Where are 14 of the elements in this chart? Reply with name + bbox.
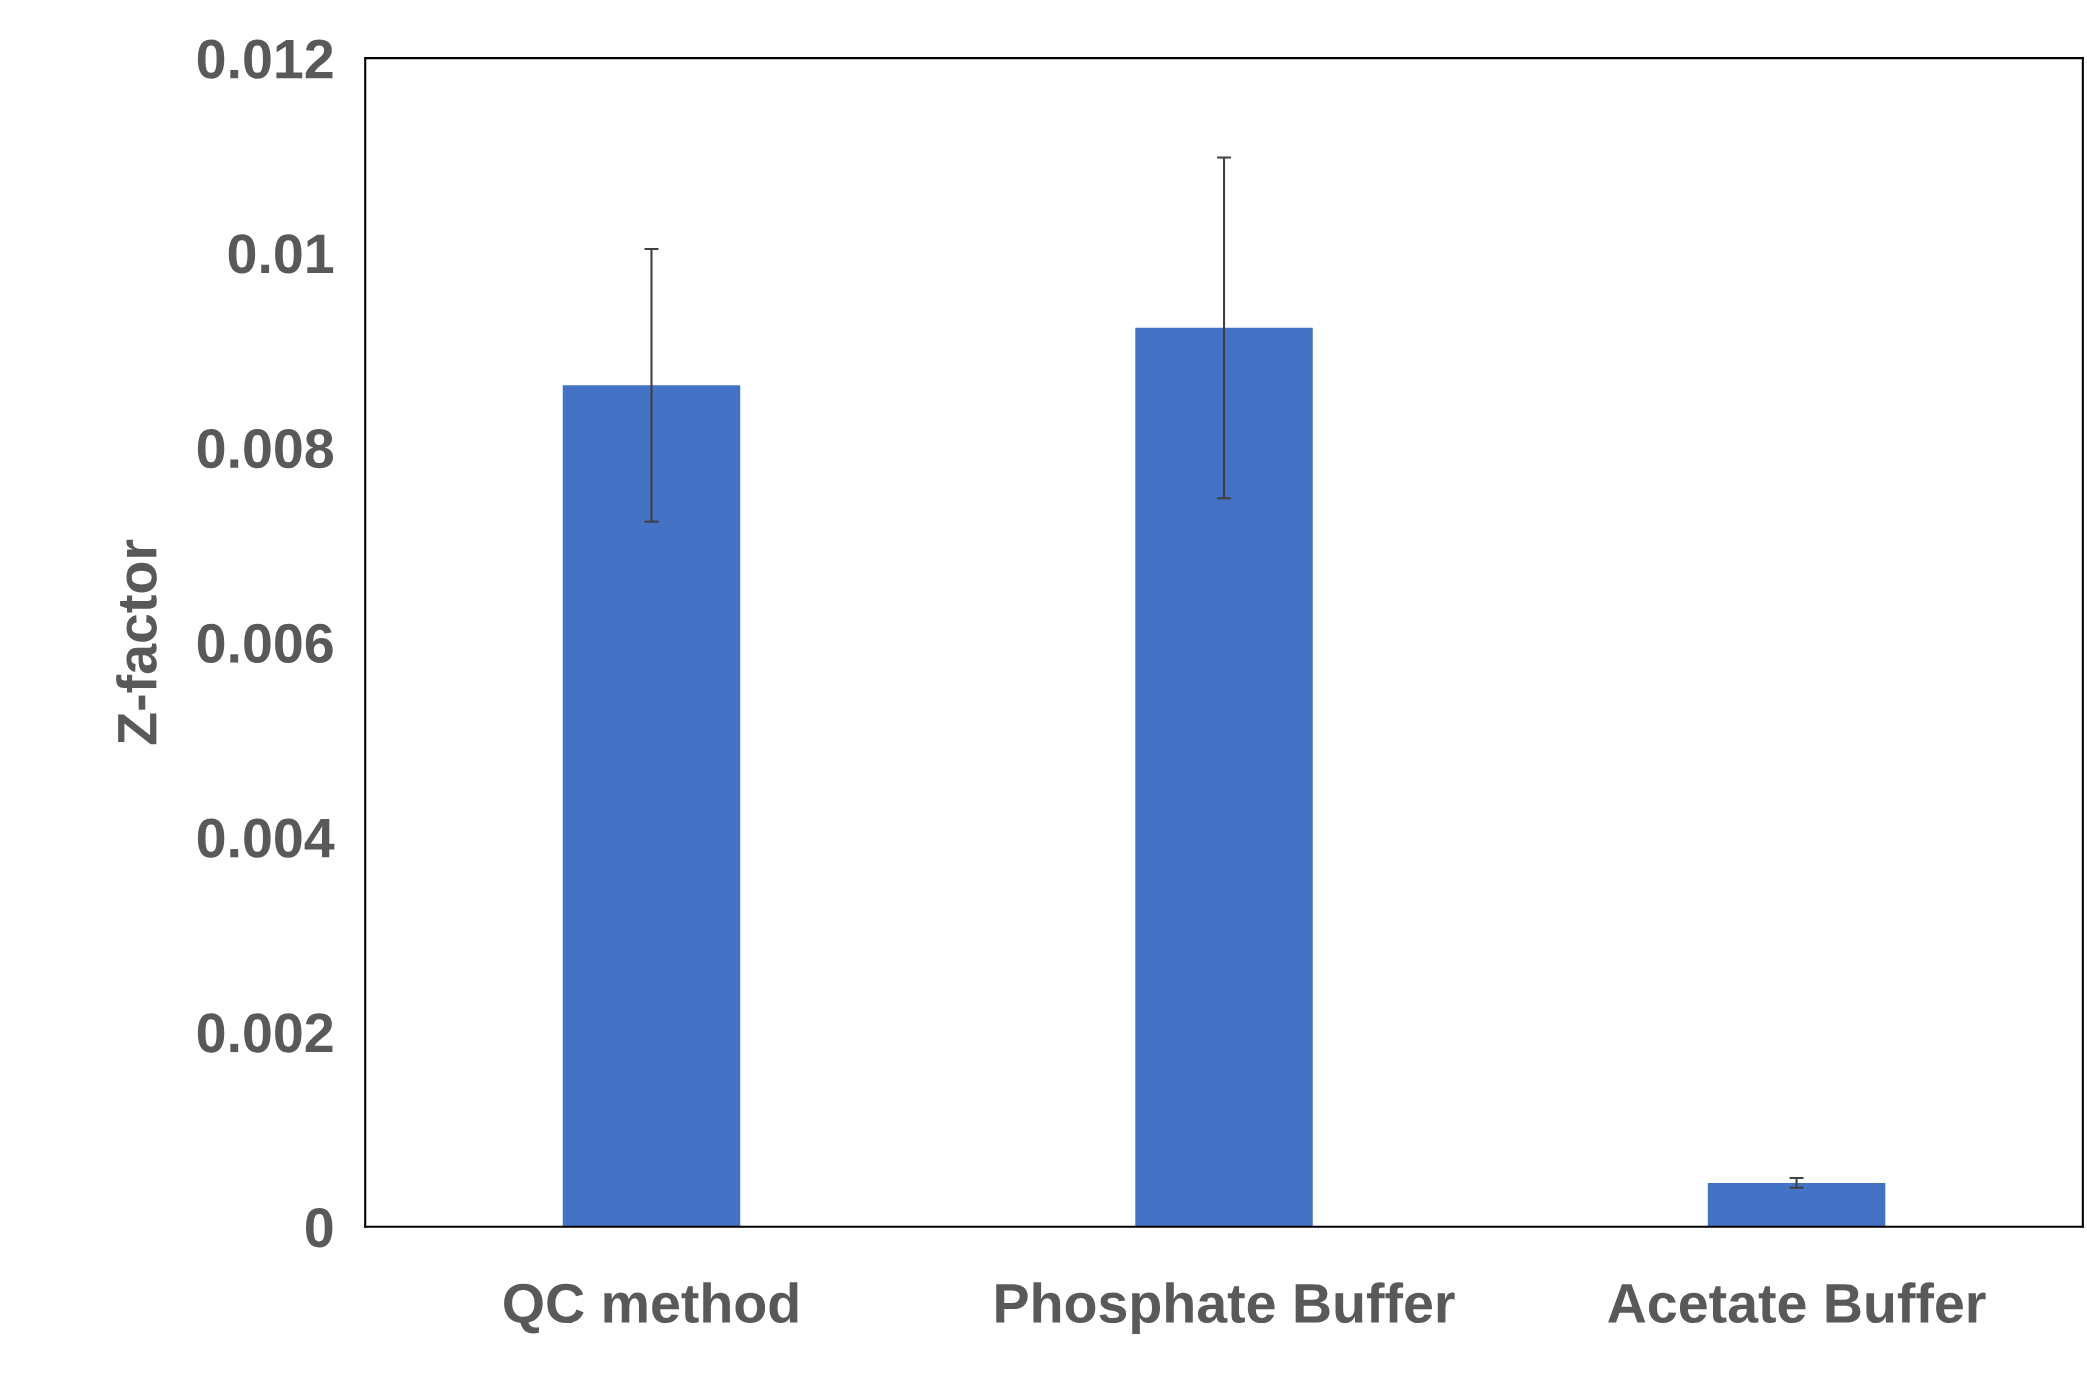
bar <box>1707 1182 1886 1227</box>
x-tick-label: Phosphate Buffer <box>996 1282 1455 1335</box>
bar <box>562 385 741 1227</box>
y-tick-label: 0.006 <box>197 623 333 664</box>
x-tick-label: QC method <box>504 1282 798 1334</box>
y-axis-title: Z-factor <box>116 539 157 745</box>
y-tick-label: 0.008 <box>197 428 333 469</box>
y-tick-label: 0.002 <box>197 1013 333 1053</box>
bar <box>1135 327 1313 1227</box>
y-tick-label: 0.004 <box>197 818 335 858</box>
y-tick-label: 0.01 <box>228 234 334 274</box>
x-tick-label: Acetate Buffer <box>1608 1282 1986 1324</box>
y-tick-label: 0.012 <box>197 39 333 79</box>
y-tick-label: 0 <box>305 1208 333 1248</box>
